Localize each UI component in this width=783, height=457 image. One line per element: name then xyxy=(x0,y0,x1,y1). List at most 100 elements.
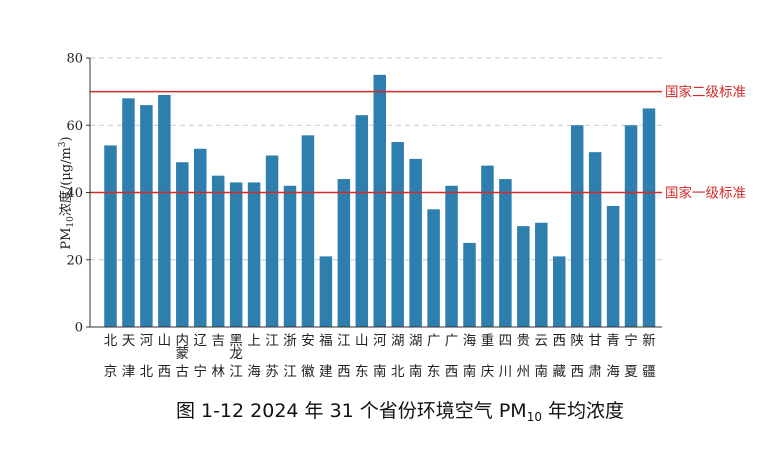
y-tick-label-20: 20 xyxy=(66,253,83,268)
x-category-label-广西: 广西 xyxy=(445,333,459,380)
x-category-char: 上 xyxy=(247,333,261,349)
x-category-label-广东: 广东 xyxy=(427,333,441,380)
x-category-char: 徽 xyxy=(301,364,315,380)
chart-title: 图 1-12 2024 年 31 个省份环境空气 PM10 年均浓度 xyxy=(176,400,624,424)
x-category-char: 江 xyxy=(229,364,243,380)
x-category-label-西藏: 西藏 xyxy=(553,333,567,380)
y-tick-labels: 0 20 40 60 80 xyxy=(66,52,90,336)
bar-江西 xyxy=(337,179,351,327)
bar-河南 xyxy=(373,74,386,327)
bar-西藏 xyxy=(553,256,566,327)
x-category-char: 海 xyxy=(247,364,261,380)
x-category-label-青海: 青海 xyxy=(606,333,620,380)
bar-甘肃 xyxy=(588,152,602,327)
x-category-label-湖北: 湖北 xyxy=(391,333,405,380)
x-category-label-浙江: 浙江 xyxy=(283,333,297,380)
x-category-label-安徽: 安徽 xyxy=(301,333,315,380)
x-category-label-河北: 河北 xyxy=(140,333,154,380)
x-category-label-云南: 云南 xyxy=(535,333,549,380)
x-category-char: 南 xyxy=(463,364,477,380)
y-tick-label-60: 60 xyxy=(66,119,83,134)
x-category-char: 云 xyxy=(535,333,549,349)
x-category-char: 吉 xyxy=(211,333,225,349)
x-category-char: 江 xyxy=(265,333,279,349)
x-category-char: 北 xyxy=(140,364,154,380)
x-category-char: 河 xyxy=(373,333,387,349)
bar-吉林 xyxy=(211,175,225,327)
x-category-char: 龙 xyxy=(229,346,243,362)
bar-内蒙古 xyxy=(176,162,189,327)
bar-贵州 xyxy=(517,226,530,327)
x-category-char: 湖 xyxy=(409,333,423,349)
bar-广西 xyxy=(445,185,458,327)
x-category-char: 肃 xyxy=(588,364,602,380)
x-category-char: 西 xyxy=(158,364,172,380)
x-category-label-贵州: 贵州 xyxy=(517,333,531,380)
x-category-label-新疆: 新疆 xyxy=(642,333,656,380)
bars xyxy=(104,74,656,327)
bar-陕西 xyxy=(570,125,584,327)
y-tick-label-0: 0 xyxy=(75,321,83,336)
x-category-char: 东 xyxy=(355,364,369,380)
bar-湖南 xyxy=(409,158,422,327)
x-category-char: 山 xyxy=(158,333,172,349)
x-category-char: 南 xyxy=(409,364,423,380)
x-category-char: 古 xyxy=(176,364,190,380)
x-category-label-吉林: 吉林 xyxy=(211,333,225,380)
bar-山西 xyxy=(158,94,171,327)
x-category-char: 辽 xyxy=(194,333,208,349)
x-category-char: 苏 xyxy=(265,364,279,380)
x-category-char: 疆 xyxy=(642,364,656,380)
x-category-char: 州 xyxy=(517,364,531,380)
bar-四川 xyxy=(499,179,512,327)
x-category-char: 北 xyxy=(104,333,118,349)
bar-青海 xyxy=(606,205,620,327)
bar-浙江 xyxy=(283,185,297,327)
x-category-char: 重 xyxy=(481,333,495,349)
x-category-char: 新 xyxy=(642,333,656,349)
x-category-char: 夏 xyxy=(624,364,638,380)
x-category-label-江苏: 江苏 xyxy=(265,333,279,380)
x-category-label-四川: 四川 xyxy=(499,333,513,380)
x-category-char: 天 xyxy=(122,333,136,349)
bar-海南 xyxy=(463,242,476,327)
bar-北京 xyxy=(104,145,117,327)
x-category-char: 宁 xyxy=(624,332,638,349)
x-category-label-山东: 山东 xyxy=(355,333,369,380)
x-category-label-江西: 江西 xyxy=(337,333,351,380)
x-category-char: 山 xyxy=(355,333,369,349)
bar-湖北 xyxy=(391,142,404,327)
x-category-char: 藏 xyxy=(553,364,567,380)
x-category-char: 北 xyxy=(391,364,405,380)
bar-福建 xyxy=(319,256,333,327)
x-category-char: 西 xyxy=(570,364,584,380)
x-category-label-河南: 河南 xyxy=(373,333,387,380)
x-category-label-山西: 山西 xyxy=(158,333,172,380)
x-category-char: 黑 xyxy=(229,333,243,349)
bar-广东 xyxy=(427,209,440,327)
x-category-label-天津: 天津 xyxy=(122,333,136,380)
bar-江苏 xyxy=(265,155,279,327)
y-tick-label-80: 80 xyxy=(66,52,83,67)
bar-宁夏 xyxy=(624,125,638,327)
y-tick-label-40: 40 xyxy=(66,186,83,201)
x-category-char: 京 xyxy=(104,364,118,380)
x-category-label-重庆: 重庆 xyxy=(481,333,495,380)
x-category-char: 西 xyxy=(445,364,459,380)
x-category-char: 广 xyxy=(427,333,441,349)
x-category-char: 海 xyxy=(463,333,477,349)
x-category-labels: 北京天津河北山西内蒙古辽宁吉林黑龙江上海江苏浙江安徽福建江西山东河南湖北湖南广东… xyxy=(104,332,656,380)
x-category-char: 林 xyxy=(211,364,225,380)
x-category-char: 湖 xyxy=(391,333,405,349)
bar-上海 xyxy=(247,182,261,327)
x-category-char: 浙 xyxy=(283,333,297,349)
y-axis-label: PM10浓度/(μg/m3) xyxy=(58,136,76,249)
x-category-label-湖南: 湖南 xyxy=(409,333,423,380)
x-category-label-甘肃: 甘肃 xyxy=(588,333,602,380)
x-category-char: 青 xyxy=(606,333,620,349)
x-category-char: 建 xyxy=(319,364,333,380)
bar-新疆 xyxy=(642,108,656,327)
bar-山东 xyxy=(355,115,369,327)
bar-河北 xyxy=(140,105,153,327)
